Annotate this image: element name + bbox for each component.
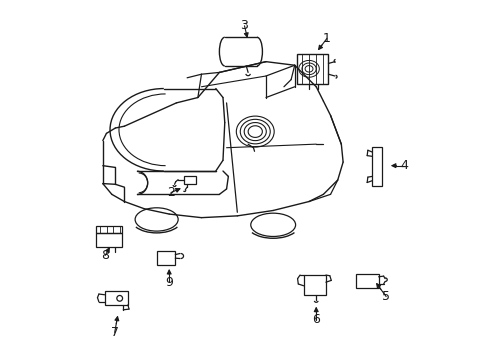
Bar	[96, 233, 122, 247]
Bar	[104, 291, 128, 305]
Bar	[296, 54, 328, 84]
Text: 8: 8	[101, 249, 109, 262]
Text: 3: 3	[240, 19, 248, 32]
Text: 1: 1	[323, 32, 330, 45]
Bar	[156, 251, 175, 265]
Text: 2: 2	[167, 186, 175, 199]
Bar	[303, 275, 325, 295]
Bar	[356, 274, 378, 288]
Text: 4: 4	[399, 159, 407, 172]
Text: 6: 6	[312, 313, 320, 327]
Text: 7: 7	[110, 326, 119, 339]
Bar	[183, 176, 196, 184]
Bar	[96, 226, 122, 233]
Text: 5: 5	[381, 290, 389, 303]
Bar	[371, 147, 382, 186]
Text: 9: 9	[165, 276, 173, 289]
